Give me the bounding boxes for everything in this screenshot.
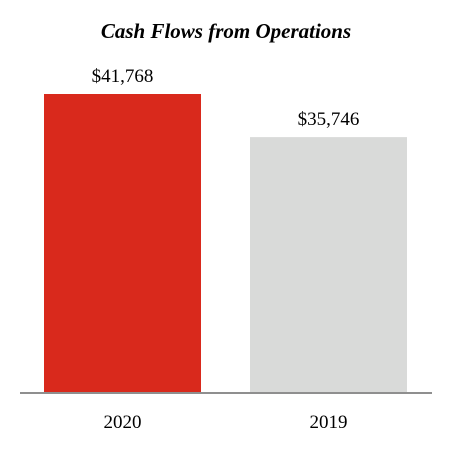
bar-2019: [250, 137, 407, 393]
x-tick-label-2020: 2020: [104, 412, 142, 433]
bar-group: [44, 94, 407, 393]
tick-label-group: 2020 2019: [104, 412, 348, 433]
data-label-group: $41,768 $35,746: [92, 66, 360, 130]
data-label-2019: $35,746: [298, 109, 360, 130]
chart-title: Cash Flows from Operations: [101, 19, 351, 43]
x-tick-label-2019: 2019: [310, 412, 348, 433]
bar-2020: [44, 94, 201, 393]
data-label-2020: $41,768: [92, 66, 154, 87]
